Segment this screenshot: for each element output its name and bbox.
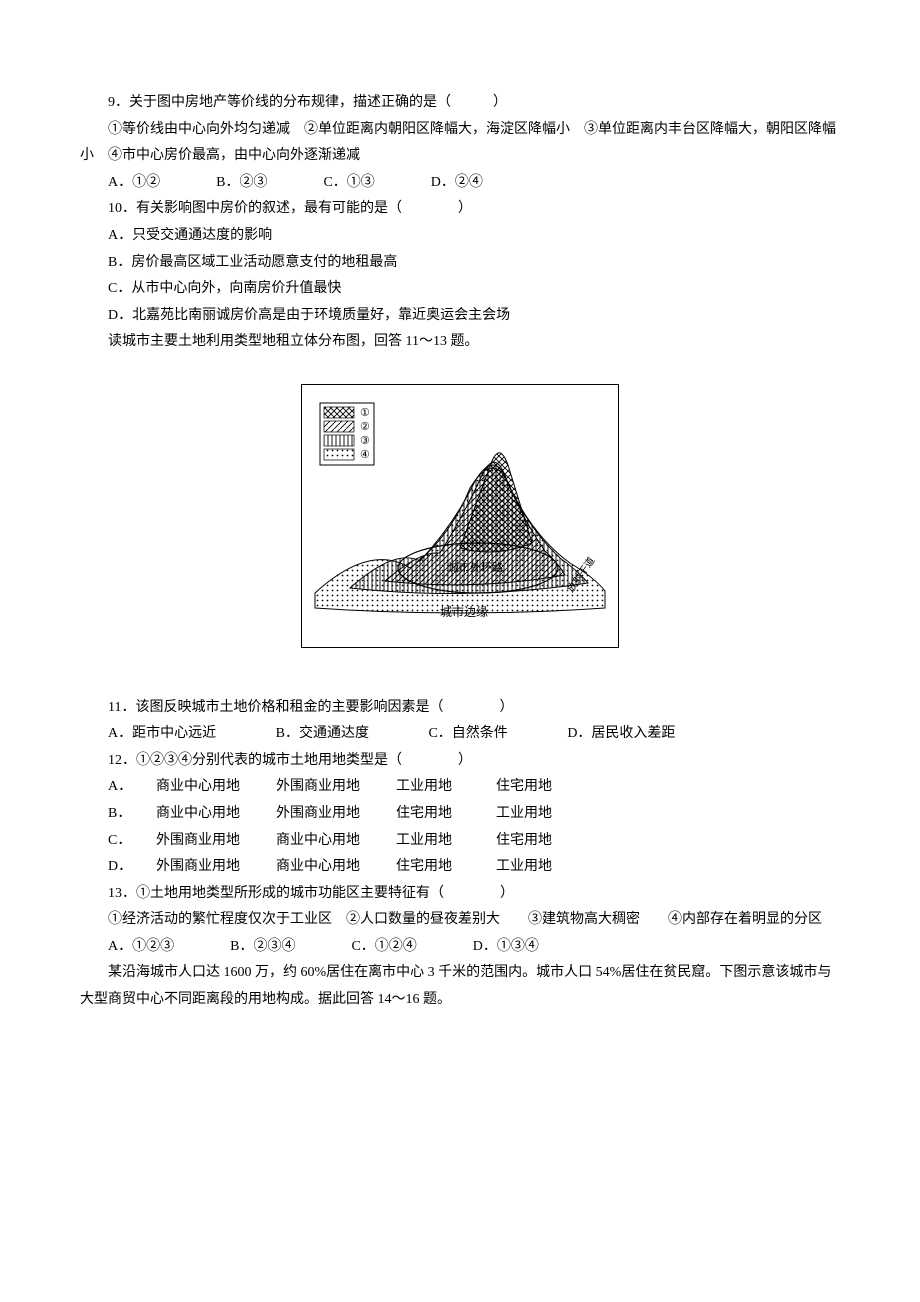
q12-d-3: 住宅用地 bbox=[396, 854, 496, 881]
legend-3: ③ bbox=[360, 435, 370, 447]
q12-options: A． 商业中心用地 外围商业用地 工业用地 住宅用地 B． 商业中心用地 外围商… bbox=[108, 774, 840, 880]
q12-b-2: 外围商业用地 bbox=[276, 801, 396, 828]
q12-d-4: 工业用地 bbox=[496, 854, 596, 881]
q12-row-a: A． 商业中心用地 外围商业用地 工业用地 住宅用地 bbox=[108, 774, 840, 801]
q13-sub: ①经济活动的繁忙程度仅次于工业区 ②人口数量的昼夜差别大 ③建筑物高大稠密 ④内… bbox=[80, 907, 840, 934]
q12-b-3: 住宅用地 bbox=[396, 801, 496, 828]
q12-row-c: C． 外围商业用地 商业中心用地 工业用地 住宅用地 bbox=[108, 828, 840, 855]
land-rent-svg: ① ② ③ ④ 城市外环路 城市边缘 放射干道 bbox=[310, 393, 610, 633]
q10-opt-a: A．只受交通通达度的影响 bbox=[80, 223, 840, 250]
q12-c-2: 商业中心用地 bbox=[276, 828, 396, 855]
q12-row-d: D． 外围商业用地 商业中心用地 住宅用地 工业用地 bbox=[108, 854, 840, 881]
q12-stem: 12．①②③④分别代表的城市土地用地类型是（ ） bbox=[80, 748, 840, 775]
q9-line1: ①等价线由中心向外均匀递减 ②单位距离内朝阳区降幅大，海淀区降幅小 ③单位距离内… bbox=[80, 117, 840, 170]
q12-a-3: 工业用地 bbox=[396, 774, 496, 801]
q12-b-label: B． bbox=[108, 801, 156, 828]
q10-opt-b: B．房价最高区域工业活动愿意支付的地租最高 bbox=[80, 250, 840, 277]
figure-frame: ① ② ③ ④ 城市外环路 城市边缘 放射干道 bbox=[301, 384, 619, 648]
q11-b: B．交通通达度 bbox=[276, 726, 369, 741]
q12-d-1: 外围商业用地 bbox=[156, 854, 276, 881]
q11-a: A．距市中心远近 bbox=[108, 726, 216, 741]
figure-land-rent: ① ② ③ ④ 城市外环路 城市边缘 放射干道 bbox=[80, 384, 840, 659]
q9-stem: 9．关于图中房地产等价线的分布规律，描述正确的是（ ） bbox=[80, 90, 840, 117]
q13-options: A．①②③ B．②③④ C．①②④ D．①③④ bbox=[80, 934, 840, 961]
q12-a-1: 商业中心用地 bbox=[156, 774, 276, 801]
q14-16-lead: 某沿海城市人口达 1600 万，约 60%居住在离市中心 3 千米的范围内。城市… bbox=[80, 960, 840, 1013]
q11-stem: 11．该图反映城市土地价格和租金的主要影响因素是（ ） bbox=[80, 695, 840, 722]
legend-4: ④ bbox=[360, 449, 370, 461]
label-edge: 城市边缘 bbox=[440, 604, 488, 619]
q11-13-lead: 读城市主要土地利用类型地租立体分布图，回答 11～13 题。 bbox=[80, 329, 840, 356]
q13-stem: 13．①土地用地类型所形成的城市功能区主要特征有（ ） bbox=[80, 881, 840, 908]
q11-c: C．自然条件 bbox=[428, 726, 507, 741]
label-ring: 城市外环路 bbox=[448, 560, 503, 574]
q10-opt-c: C．从市中心向外，向南房价升值最快 bbox=[80, 276, 840, 303]
q12-c-1: 外围商业用地 bbox=[156, 828, 276, 855]
q12-c-4: 住宅用地 bbox=[496, 828, 596, 855]
q10-stem: 10．有关影响图中房价的叙述，最有可能的是（ ） bbox=[80, 196, 840, 223]
q12-c-3: 工业用地 bbox=[396, 828, 496, 855]
q12-b-1: 商业中心用地 bbox=[156, 801, 276, 828]
legend-2: ② bbox=[360, 421, 370, 433]
q12-row-b: B． 商业中心用地 外围商业用地 住宅用地 工业用地 bbox=[108, 801, 840, 828]
q12-d-2: 商业中心用地 bbox=[276, 854, 396, 881]
q10-opt-d: D．北嘉苑比南丽诚房价高是由于环境质量好，靠近奥运会主会场 bbox=[80, 303, 840, 330]
q11-options: A．距市中心远近 B．交通通达度 C．自然条件 D．居民收入差距 bbox=[80, 721, 840, 748]
q12-c-label: C． bbox=[108, 828, 156, 855]
legend-1: ① bbox=[360, 407, 370, 419]
q9-options: A．①② B．②③ C．①③ D．②④ bbox=[80, 170, 840, 197]
q12-b-4: 工业用地 bbox=[496, 801, 596, 828]
q12-a-4: 住宅用地 bbox=[496, 774, 596, 801]
legend: ① ② ③ ④ bbox=[320, 403, 374, 465]
q12-a-label: A． bbox=[108, 774, 156, 801]
q11-d: D．居民收入差距 bbox=[567, 726, 675, 741]
q12-a-2: 外围商业用地 bbox=[276, 774, 396, 801]
q12-d-label: D． bbox=[108, 854, 156, 881]
